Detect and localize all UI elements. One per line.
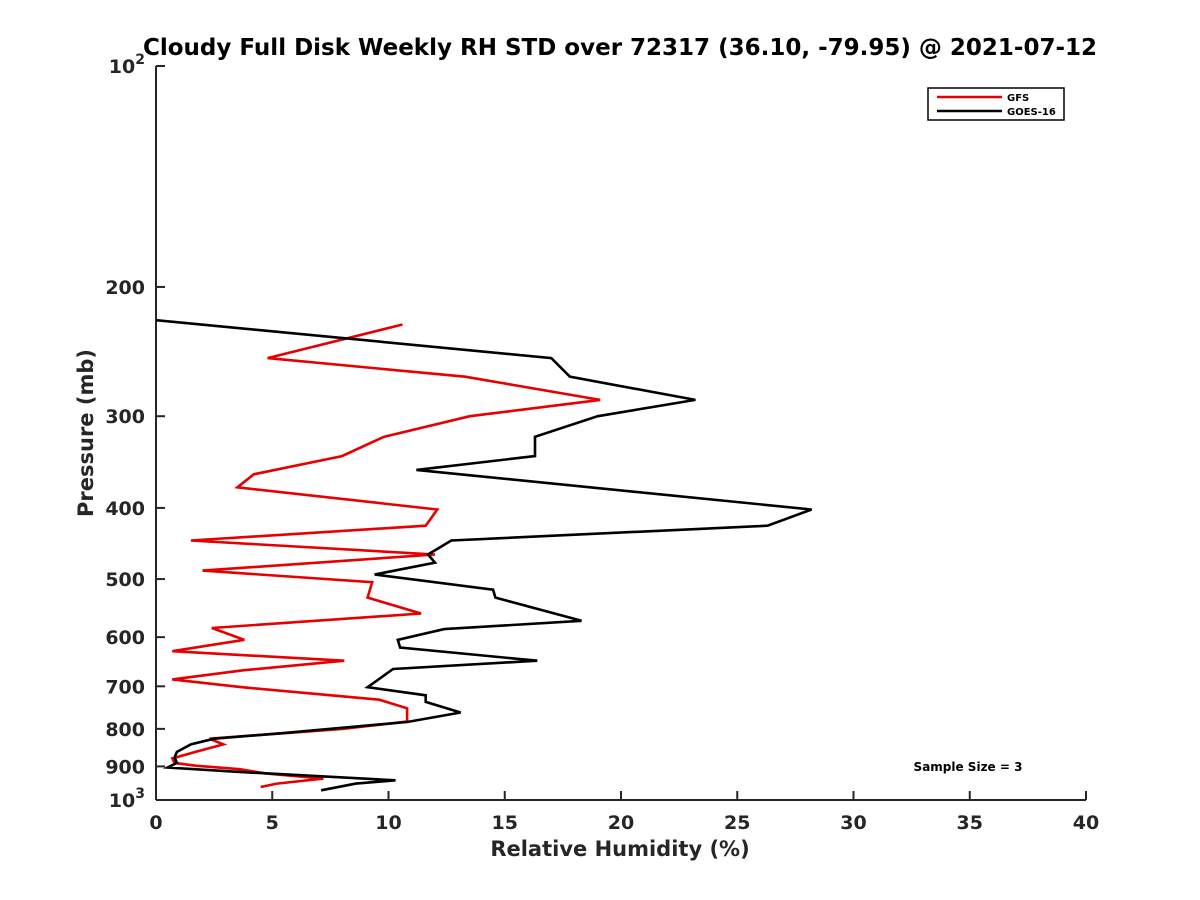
y-tick-label-base: 900 — [105, 756, 145, 778]
legend-label: GOES-16 — [1007, 107, 1056, 118]
plot-area: 0 5 10 15 20 25 30 35 40 10220030040050060070080… — [105, 52, 1099, 834]
y-tick-label-base: 10 — [109, 790, 135, 812]
y-tick-label-exponent: 2 — [135, 52, 145, 68]
y-tick-label-base: 300 — [105, 406, 145, 428]
x-tick-label: 30 — [840, 812, 866, 834]
x-axis-title: Relative Humidity (%) — [490, 837, 749, 861]
y-tick-label: 600 — [105, 627, 145, 649]
x-tick-label: 35 — [957, 812, 983, 834]
y-tick-label-base: 200 — [105, 277, 145, 299]
y-tick-label: 900 — [105, 756, 145, 778]
x-tick-label: 20 — [608, 812, 634, 834]
x-tick-label: 0 — [149, 812, 162, 834]
x-tick-label: 40 — [1073, 812, 1099, 834]
series-line-goes-16 — [155, 318, 813, 792]
x-tick-label: 5 — [266, 812, 279, 834]
y-tick-label-base: 10 — [109, 56, 135, 78]
series-lines — [155, 318, 813, 792]
y-tick-label: 700 — [105, 676, 145, 698]
chart-title: Cloudy Full Disk Weekly RH STD over 7231… — [143, 35, 1097, 61]
x-axis-ticks: 0 5 10 15 20 25 30 35 40 — [149, 791, 1099, 834]
y-tick-label-base: 400 — [105, 498, 145, 520]
y-tick-label: 800 — [105, 719, 145, 741]
y-tick-label-base: 700 — [105, 676, 145, 698]
legend-label: GFS — [1007, 93, 1029, 104]
y-tick-label: 300 — [105, 406, 145, 428]
y-tick-label-base: 800 — [105, 719, 145, 741]
legend-box — [927, 87, 1065, 121]
y-tick-label: 400 — [105, 498, 145, 520]
y-axis-title: Pressure (mb) — [74, 349, 98, 517]
sample-size-annotation: Sample Size = 3 — [914, 760, 1023, 774]
y-tick-label-base: 600 — [105, 627, 145, 649]
y-tick-label: 102 — [109, 52, 145, 78]
x-tick-label: 25 — [724, 812, 750, 834]
y-tick-label-exponent: 3 — [135, 786, 145, 802]
legend: GFS GOES-16 — [927, 87, 1065, 121]
series-line-gfs — [170, 323, 601, 789]
y-tick-label: 200 — [105, 277, 145, 299]
x-tick-label: 10 — [375, 812, 401, 834]
x-tick-label: 15 — [492, 812, 518, 834]
y-tick-label: 103 — [109, 786, 145, 812]
y-tick-label: 500 — [105, 569, 145, 591]
y-tick-label-base: 500 — [105, 569, 145, 591]
